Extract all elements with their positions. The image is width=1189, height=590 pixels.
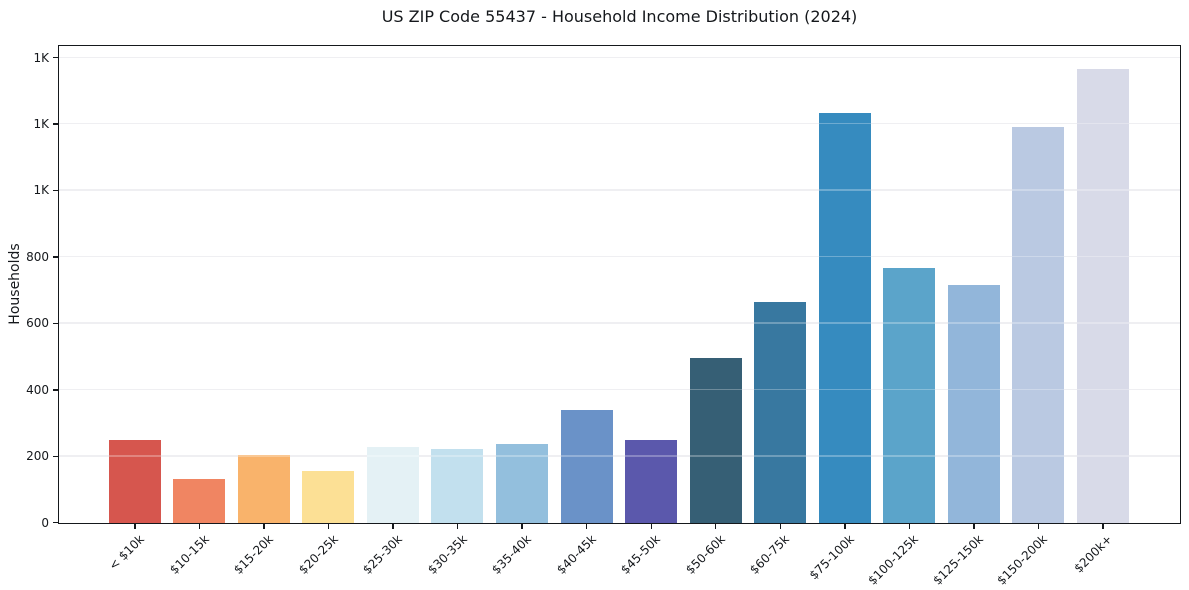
y-tick-mark: [53, 256, 58, 258]
plot-area: [58, 45, 1181, 524]
bar: [173, 478, 226, 523]
x-tick-mark: [134, 524, 136, 529]
bar: [366, 447, 419, 523]
gridline: [59, 455, 1180, 457]
x-tick-mark: [844, 524, 846, 529]
x-tick-mark: [198, 524, 201, 529]
y-tick-label: 200: [26, 449, 49, 464]
bar: [495, 444, 548, 523]
bar: [108, 440, 161, 523]
bar: [818, 112, 871, 523]
x-tick-mark: [973, 524, 975, 529]
bar: [1076, 69, 1129, 523]
y-tick-label: 1K: [33, 116, 49, 131]
gridline: [59, 189, 1180, 191]
y-tick-mark: [53, 56, 58, 59]
gridline: [59, 122, 1180, 125]
x-tick-mark: [908, 524, 911, 529]
y-tick-mark: [53, 123, 58, 125]
bars-layer: [59, 46, 1180, 523]
gridline-overlay: [59, 322, 1180, 324]
gridline-overlay: [59, 122, 1180, 125]
gridline-overlay: [59, 255, 1180, 258]
bar: [625, 440, 678, 523]
gridline: [59, 255, 1180, 258]
gridline-overlay: [59, 189, 1180, 191]
bar: [560, 409, 613, 523]
y-tick-mark: [53, 322, 58, 325]
x-tick-mark: [715, 524, 717, 529]
bar: [1012, 126, 1065, 523]
x-tick-mark: [1037, 524, 1040, 529]
x-tick-mark: [779, 524, 781, 529]
x-tick-mark: [650, 524, 652, 529]
y-tick-label: 1K: [33, 183, 49, 198]
gridline: [59, 388, 1180, 391]
bar: [883, 268, 936, 523]
gridline-overlay: [59, 455, 1180, 457]
bar: [754, 301, 807, 523]
gridline-overlay: [59, 388, 1180, 391]
x-tick-mark: [1102, 524, 1104, 529]
bar: [689, 357, 742, 523]
gridline: [59, 322, 1180, 324]
gridlines-overlay-layer: [59, 46, 1180, 523]
chart-title: US ZIP Code 55437 - Household Income Dis…: [381, 7, 858, 26]
bar: [431, 449, 484, 523]
x-tick-mark: [586, 524, 588, 529]
y-tick-label: 600: [26, 316, 49, 331]
y-tick-mark: [53, 189, 58, 192]
x-tick-label: < $10k: [106, 532, 147, 573]
x-tick-mark: [263, 524, 265, 529]
x-tick-mark: [392, 524, 394, 529]
bar: [947, 284, 1000, 523]
y-tick-label: 0: [41, 515, 49, 530]
x-tick-mark: [327, 524, 330, 529]
y-tick-mark: [53, 455, 58, 458]
gridline-overlay: [59, 56, 1180, 58]
bar: [302, 470, 355, 523]
x-tick-mark: [521, 524, 523, 529]
x-tick-mark: [456, 524, 459, 529]
y-tick-label: 800: [26, 249, 49, 264]
y-tick-label: 1K: [33, 50, 49, 65]
gridlines-layer: [59, 46, 1180, 523]
y-tick-mark: [53, 389, 58, 391]
y-tick-mark: [53, 522, 58, 524]
y-tick-label: 400: [26, 382, 49, 397]
bar: [237, 454, 290, 523]
gridline: [59, 56, 1180, 58]
